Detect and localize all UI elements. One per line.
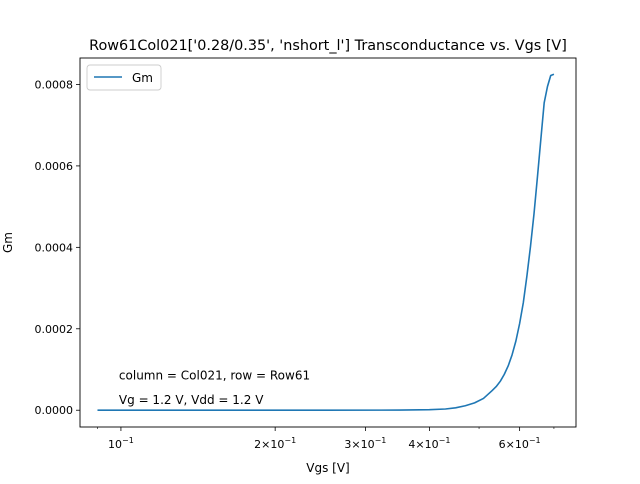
legend-box [86, 64, 162, 91]
y-tick-label: 0.0002 [35, 323, 74, 336]
y-tick-label: 0.0004 [35, 241, 74, 254]
x-tick-base: 10 [108, 438, 122, 451]
x-axis-ticks: 10−1 2×10−1 3×10−1 4×10−1 6×10−1 [97, 427, 555, 451]
x-tick-label: 2×10−1 [254, 436, 296, 451]
x-tick-label: 6×10−1 [499, 436, 541, 451]
x-tick-label: 4×10−1 [408, 436, 450, 451]
annotations: column = Col021, row = Row61 Vg = 1.2 V, … [119, 369, 310, 407]
x-tick-label: 10−1 [108, 436, 134, 451]
x-tick-label: 3×10−1 [344, 436, 386, 451]
y-tick-label: 0.0006 [35, 160, 74, 173]
y-tick-label: 0.0000 [35, 404, 74, 417]
series-line-0 [97, 73, 555, 412]
x-tick-exponent: −1 [375, 436, 387, 445]
x-tick-base: 2×10 [254, 438, 284, 451]
x-tick-exponent: −1 [284, 436, 296, 445]
plot-area [97, 73, 555, 412]
x-tick-base: 6×10 [499, 438, 529, 451]
x-tick-exponent: −1 [529, 436, 541, 445]
x-tick-base: 3×10 [344, 438, 374, 451]
y-axis-ticks: 0.0000 0.0002 0.0004 0.0006 0.0008 [35, 78, 80, 417]
y-tick-label: 0.0008 [35, 78, 74, 91]
x-tick-exponent: −1 [439, 436, 451, 445]
annotation-1: Vg = 1.2 V, Vdd = 1.2 V [119, 393, 264, 407]
annotation-0: column = Col021, row = Row61 [119, 369, 310, 383]
chart-title: Row61Col021['0.28/0.35', 'nshort_l'] Tra… [89, 38, 567, 54]
legend: Gm [86, 64, 162, 91]
x-axis-label: Vgs [V] [306, 461, 349, 475]
plot-frame [79, 57, 577, 428]
x-tick-base: 4×10 [408, 438, 438, 451]
legend-label: Gm [132, 71, 153, 85]
y-axis-label: Gm [1, 232, 15, 253]
x-tick-exponent: −1 [122, 436, 134, 445]
